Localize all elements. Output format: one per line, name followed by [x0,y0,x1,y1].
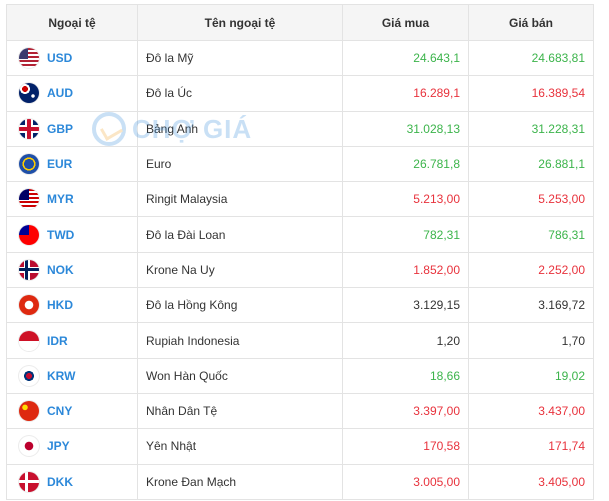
currency-code[interactable]: KRW [47,368,76,383]
currency-cell: USD [7,41,138,76]
currency-cell: AUD [7,76,138,111]
currency-name: Rupiah Indonesia [138,323,343,358]
currency-name: Nhân Dân Tệ [138,393,343,429]
buy-price: 3.397,00 [343,393,469,429]
currency-cell: HKD [7,288,138,323]
currency-code[interactable]: CNY [47,404,73,419]
hk-flag-icon [19,295,39,316]
sell-price: 19,02 [469,358,594,393]
tw-flag-icon [19,224,39,245]
cn-flag-icon [19,401,39,422]
currency-code[interactable]: NOK [47,262,74,277]
currency-code[interactable]: TWD [47,227,75,242]
gb-flag-icon [19,118,39,139]
currency-code[interactable]: MYR [47,192,74,207]
currency-name: Đô la Đài Loan [138,217,343,252]
currency-code[interactable]: EUR [47,157,73,172]
sell-price: 171,74 [469,429,594,464]
table-row: IDR Rupiah Indonesia 1,20 1,70 [7,323,594,359]
table-row: HKD Đô la Hồng Kông 3.129,15 3.169,72 [7,288,594,324]
table-row: NOK Krone Na Uy 1.852,00 2.252,00 [7,252,594,289]
kr-flag-icon [19,365,39,386]
currency-cell: NOK [7,252,138,288]
currency-name: Bảng Anh [138,111,343,146]
currency-name: Krone Đan Mạch [138,464,343,499]
currency-cell: CNY [7,393,138,429]
currency-cell: JPY [7,429,138,464]
currency-code[interactable]: JPY [47,439,70,454]
no-flag-icon [19,259,39,280]
sell-price: 3.405,00 [469,464,594,499]
sell-price: 5.253,00 [469,182,594,217]
sell-price: 3.437,00 [469,393,594,429]
buy-price: 3.005,00 [343,464,469,499]
currency-name: Ringit Malaysia [138,182,343,217]
currency-name: Euro [138,146,343,182]
currency-cell: GBP [7,111,138,146]
currency-cell: DKK [7,464,138,499]
us-flag-icon [19,48,39,69]
buy-price: 1,20 [343,323,469,358]
currency-code[interactable]: IDR [47,333,68,348]
table-row: USD Đô la Mỹ 24.643,1 24.683,81 [7,41,594,77]
table-body: USD Đô la Mỹ 24.643,1 24.683,81 AUD Đô la Úc 1… [7,41,594,500]
buy-price: 1.852,00 [343,252,469,288]
buy-price: 26.781,8 [343,146,469,182]
currency-cell: KRW [7,358,138,393]
buy-price: 16.289,1 [343,76,469,111]
buy-price: 31.028,13 [343,111,469,146]
table-row: AUD Đô la Úc 16.289,1 16.389,54 [7,76,594,112]
sell-price: 1,70 [469,323,594,358]
sell-price: 24.683,81 [469,41,594,76]
currency-code[interactable]: HKD [47,298,73,313]
currency-code[interactable]: USD [47,51,73,66]
sell-price: 26.881,1 [469,146,594,182]
buy-price: 18,66 [343,358,469,393]
header-sell: Giá bán [469,5,594,40]
id-flag-icon [19,330,39,351]
table-header: Ngoại tệ Tên ngoại tệ Giá mua Giá bán [7,5,594,41]
sell-price: 31.228,31 [469,111,594,146]
sell-price: 786,31 [469,217,594,252]
eu-flag-icon [19,154,39,175]
header-currency: Ngoại tệ [7,5,138,40]
currency-cell: EUR [7,146,138,182]
currency-name: Krone Na Uy [138,252,343,288]
table-row: EUR Euro 26.781,8 26.881,1 [7,146,594,183]
table-row: JPY Yên Nhật 170,58 171,74 [7,429,594,465]
currency-name: Đô la Hồng Kông [138,288,343,323]
header-currency-name: Tên ngoại tệ [138,5,343,40]
dk-flag-icon [19,471,39,492]
currency-cell: IDR [7,323,138,358]
exchange-rate-table: Ngoại tệ Tên ngoại tệ Giá mua Giá bán US… [6,4,594,500]
sell-price: 3.169,72 [469,288,594,323]
currency-name: Won Hàn Quốc [138,358,343,393]
table-row: MYR Ringit Malaysia 5.213,00 5.253,00 [7,182,594,218]
buy-price: 170,58 [343,429,469,464]
currency-cell: MYR [7,182,138,217]
currency-name: Yên Nhật [138,429,343,464]
buy-price: 24.643,1 [343,41,469,76]
table-row: TWD Đô la Đài Loan 782,31 786,31 [7,217,594,253]
au-flag-icon [19,83,39,104]
table-row: DKK Krone Đan Mạch 3.005,00 3.405,00 [7,464,594,500]
header-buy: Giá mua [343,5,469,40]
table-row: CNY Nhân Dân Tệ 3.397,00 3.437,00 [7,393,594,430]
table-row: KRW Won Hàn Quốc 18,66 19,02 [7,358,594,394]
my-flag-icon [19,189,39,210]
buy-price: 5.213,00 [343,182,469,217]
sell-price: 16.389,54 [469,76,594,111]
sell-price: 2.252,00 [469,252,594,288]
currency-code[interactable]: DKK [47,474,73,489]
currency-code[interactable]: GBP [47,121,74,136]
currency-name: Đô la Úc [138,76,343,111]
buy-price: 3.129,15 [343,288,469,323]
buy-price: 782,31 [343,217,469,252]
currency-cell: TWD [7,217,138,252]
currency-name: Đô la Mỹ [138,41,343,76]
jp-flag-icon [19,436,39,457]
table-row: GBP Bảng Anh 31.028,13 31.228,31 [7,111,594,147]
currency-code[interactable]: AUD [47,86,73,101]
